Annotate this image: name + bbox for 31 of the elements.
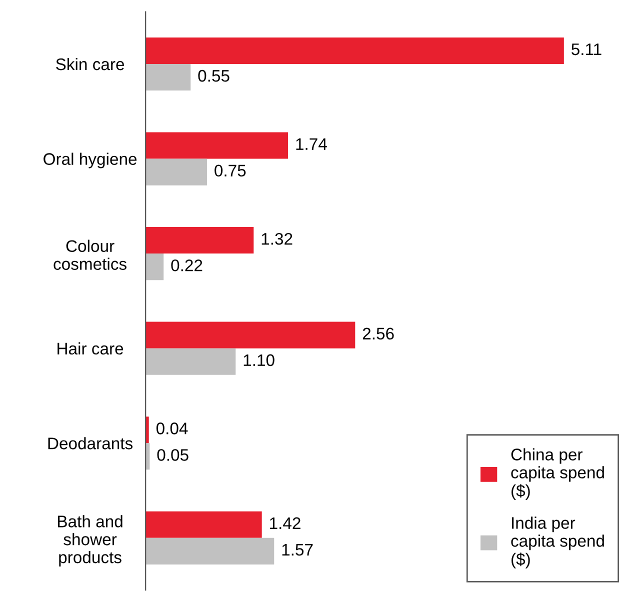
- y-tick-label: Hair care: [58, 342, 124, 355]
- bar: [146, 254, 164, 280]
- data-label: 0.55: [198, 70, 230, 82]
- data-label: 2.56: [362, 328, 394, 340]
- bar: [146, 158, 207, 186]
- legend-label: India per capita spend ($): [511, 516, 604, 568]
- y-tick-label: Colour cosmetics: [54, 240, 126, 270]
- bar: [146, 416, 149, 444]
- data-label: 0.75: [214, 164, 246, 177]
- legend-label: China per capita spend ($): [511, 448, 604, 500]
- data-label: 5.11: [572, 44, 602, 56]
- bar: [146, 348, 236, 375]
- bar: [146, 37, 564, 64]
- data-label: 1.10: [244, 354, 274, 366]
- data-label: 0.05: [157, 449, 188, 461]
- y-tick-label: Bath and shower products: [58, 515, 122, 567]
- data-label: 0.22: [171, 260, 202, 272]
- y-tick-label: Oral hygiene: [44, 152, 137, 168]
- bar: [146, 64, 191, 91]
- bar: [146, 538, 274, 564]
- data-label: 1.74: [296, 138, 327, 150]
- y-tick-label: Skin care: [56, 58, 124, 70]
- data-label: 1.42: [270, 517, 300, 529]
- data-label: 1.32: [262, 232, 292, 245]
- y-tick-label: Deodarants: [48, 437, 133, 450]
- data-label: 0.04: [156, 422, 188, 434]
- bar: [146, 132, 288, 159]
- data-label: 1.57: [282, 544, 313, 556]
- bar: [146, 511, 262, 538]
- bar: [146, 322, 356, 348]
- bar: [146, 227, 254, 254]
